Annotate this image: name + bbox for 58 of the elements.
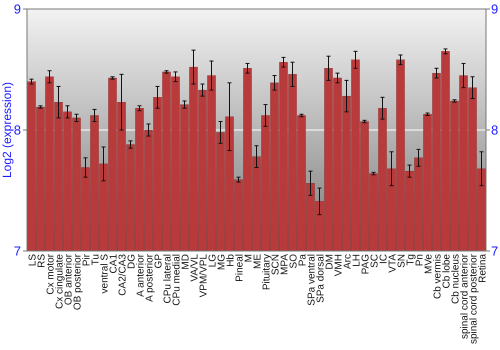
x-tick-label: spinal cord posterior [468, 253, 480, 344]
x-tick-label: SN [396, 254, 408, 268]
x-tick-label: MG [216, 254, 228, 270]
x-tick-label: VA/VL [190, 254, 200, 282]
x-tick-label: LG [208, 254, 218, 268]
y2-tick-label: 9 [491, 2, 498, 17]
x-tick-label: VTA [388, 254, 398, 273]
y2-tick-label: 8 [491, 122, 498, 138]
x-tick-label: MVe [424, 254, 434, 274]
x-tick-label: OB anterior [64, 253, 74, 306]
x-tick-label: VPM/VPL [198, 254, 210, 298]
x-tick-label: Pineal [234, 254, 246, 282]
x-tick-label: ventral S [100, 254, 110, 294]
x-tick-label: DG [126, 254, 138, 269]
x-tick-label: Arc [342, 254, 354, 269]
x-tick-label: spinal cord anterior [460, 253, 470, 340]
x-tick-label: A anterior [136, 253, 146, 297]
x-tick-label: A posterior [144, 253, 156, 302]
x-tick-label: ME [252, 254, 264, 269]
x-tick-label: MD [180, 254, 192, 270]
x-tick-label: SCN [270, 254, 282, 276]
x-tick-label: SO [288, 254, 300, 268]
x-tick-label: Pa [298, 254, 308, 266]
x-tick-label: VMH [334, 254, 344, 276]
x-tick-label: Cx cingulate [54, 254, 66, 310]
x-tick-label: CA1 [108, 254, 120, 274]
x-tick-label: Cx motor [46, 253, 56, 295]
x-tick-label: Hb [226, 254, 236, 267]
x-tick-label: RS [36, 254, 48, 268]
x-tick-label: CPu medial [172, 254, 182, 306]
x-tick-label: MPA [280, 254, 290, 275]
y2-tick-label: 7 [491, 244, 498, 259]
x-tick-label: OB posterior [72, 253, 84, 310]
x-tick-label: Tg [406, 254, 416, 266]
x-tick-label: Cb lobe [442, 254, 452, 288]
x-tick-label: CPu lateral [162, 254, 174, 304]
y-axis-title: Log2 (expression) [0, 82, 14, 178]
x-tick-label: Pn [414, 254, 426, 266]
x-tick-label: GP [154, 254, 164, 268]
x-tick-label: SPa ventral [306, 254, 318, 306]
x-tick-label: PAG [360, 254, 372, 274]
x-tick-label: SPa dorsal [316, 254, 326, 303]
x-tick-label: CA2/CA3 [118, 254, 128, 296]
x-tick-label: Pir [82, 253, 92, 266]
x-tick-label: DM [324, 254, 336, 270]
x-tick-label: Tu [90, 254, 102, 266]
x-tick-label: Cb nucleus [450, 254, 462, 304]
x-tick-label: Retina [478, 254, 488, 283]
x-tick-label: IC [378, 254, 390, 264]
y-tick-label: 7 [14, 244, 21, 259]
y-tick-label: 9 [14, 2, 21, 17]
x-tick-label: LH [352, 254, 362, 267]
x-tick-label: M [244, 254, 254, 262]
x-tick-label: Cb vermis [432, 254, 444, 300]
x-tick-label: Pituitary [262, 254, 272, 290]
x-tick-label: SC [370, 254, 380, 268]
y-tick-label: 8 [14, 122, 21, 138]
x-tick-label: LS [28, 254, 38, 266]
